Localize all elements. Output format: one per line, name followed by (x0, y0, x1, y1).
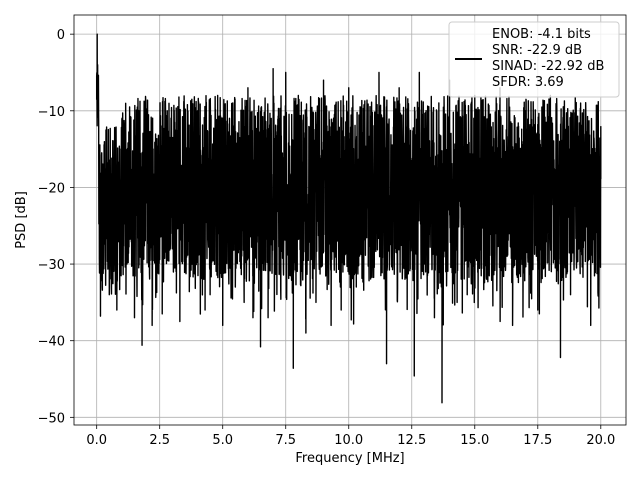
x-tick-label: 5.0 (212, 433, 233, 448)
legend-enob: ENOB: -4.1 bits (492, 27, 591, 42)
x-axis-label: Frequency [MHz] (295, 451, 404, 466)
psd-trace (95, 33, 602, 404)
legend-box (448, 21, 620, 98)
y-tick-label: 0 (57, 28, 65, 43)
legend-sfdr: SFDR: 3.69 (492, 75, 564, 90)
x-tick-label: 17.5 (523, 433, 552, 448)
y-tick-label: −50 (38, 411, 65, 426)
legend-sinad: SINAD: -22.92 dB (492, 59, 604, 74)
axes-frame (73, 14, 627, 426)
legend: ENOB: -4.1 bits SNR: -22.9 dB SINAD: -22… (448, 21, 620, 98)
y-tick-label: −10 (38, 105, 65, 120)
x-tick-label: 10.0 (334, 433, 363, 448)
x-tick-label: 12.5 (397, 433, 426, 448)
y-tick-label: −30 (38, 258, 65, 273)
x-tick-label: 2.5 (149, 433, 170, 448)
y-axis-ticks: 0 −10 −20 −30 −40 −50 (38, 28, 74, 426)
x-tick-label: 15.0 (460, 433, 489, 448)
x-axis-ticks: 0.0 2.5 5.0 7.5 10.0 12.5 15.0 17.5 20.0 (86, 425, 615, 448)
y-tick-label: −40 (38, 335, 65, 350)
y-tick-label: −20 (38, 181, 65, 196)
psd-line (95, 33, 602, 404)
x-tick-label: 20.0 (586, 433, 615, 448)
x-tick-label: 0.0 (86, 433, 107, 448)
legend-snr: SNR: -22.9 dB (492, 43, 582, 58)
y-axis-label: PSD [dB] (14, 191, 29, 249)
x-tick-label: 7.5 (275, 433, 296, 448)
